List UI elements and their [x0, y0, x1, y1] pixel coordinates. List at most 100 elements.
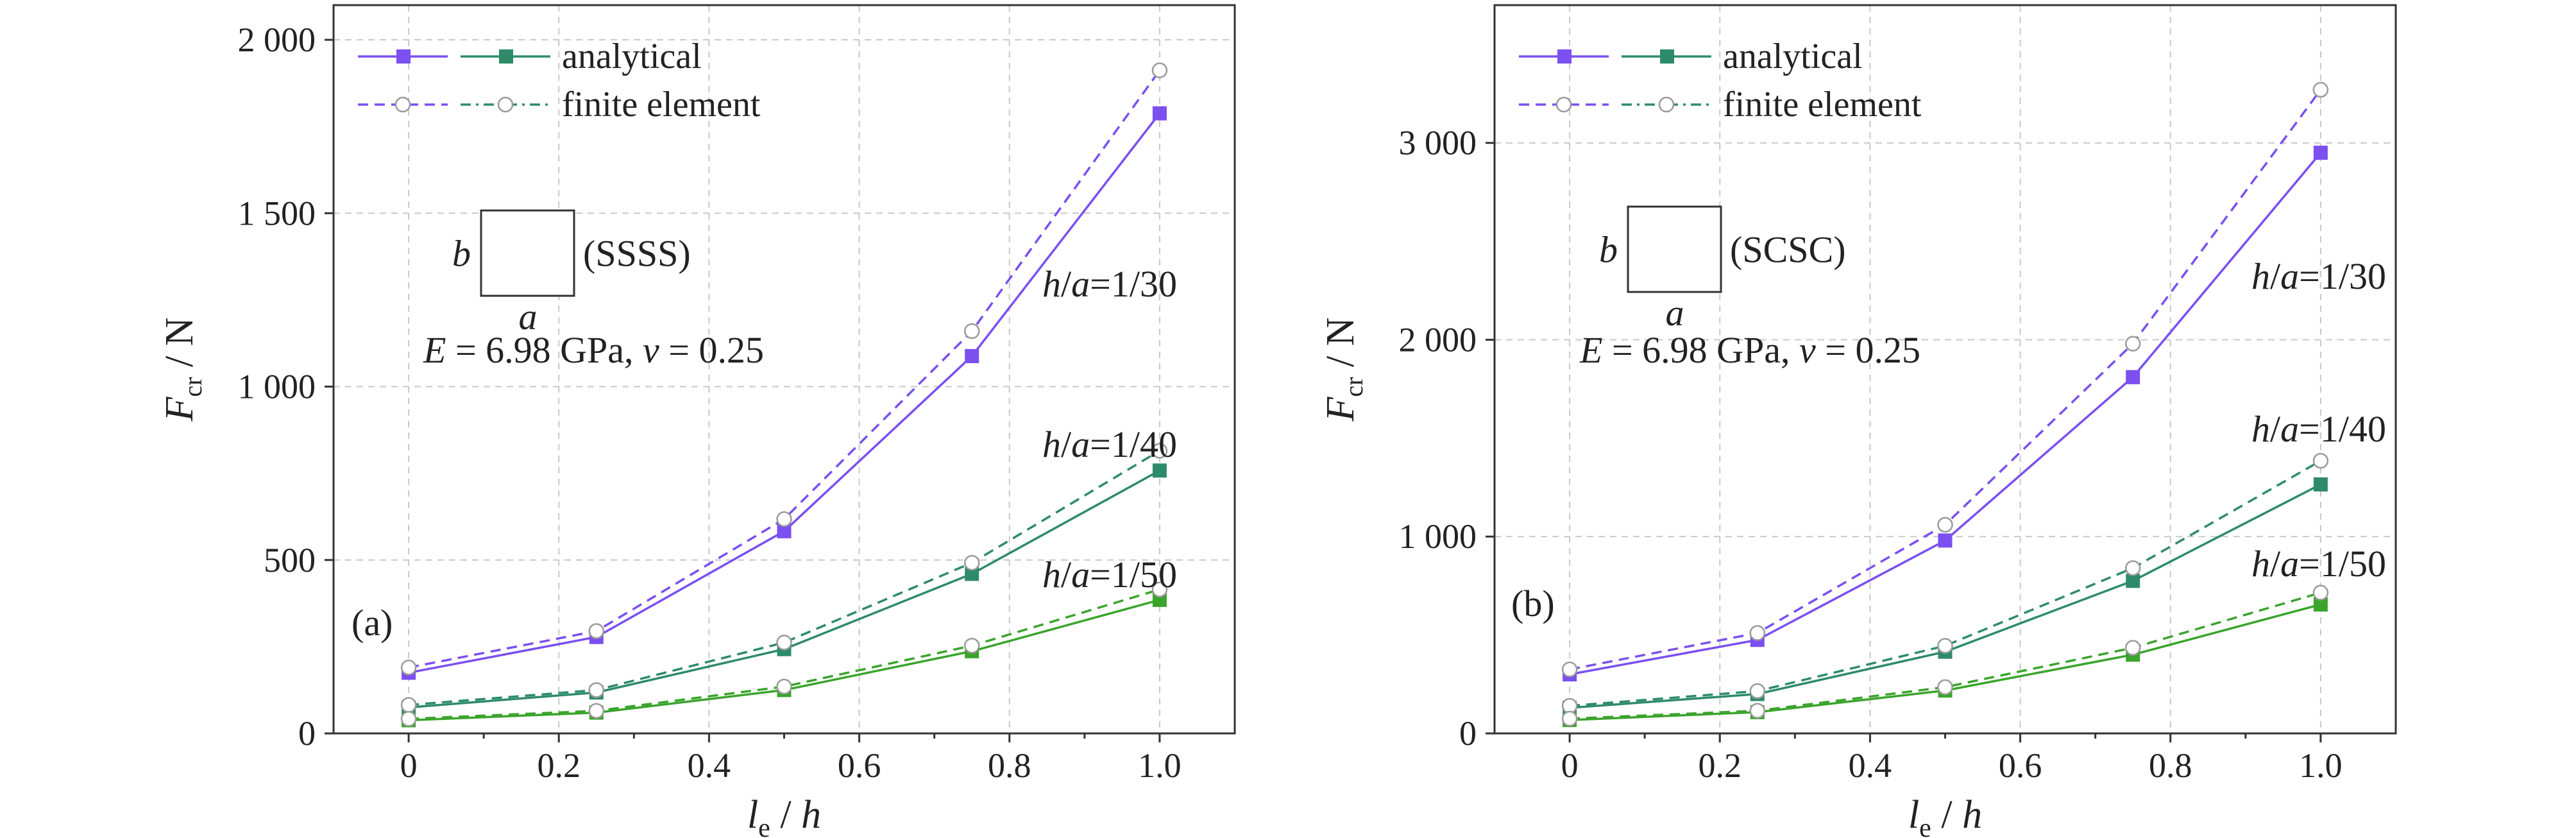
data-point-fe — [400, 697, 417, 713]
x-tick-label: 0.4 — [688, 746, 731, 785]
series-line-150-analytical — [409, 599, 1160, 722]
data-point-analytical — [2313, 477, 2328, 492]
data-point-fe — [2312, 81, 2329, 98]
data-point-fe — [588, 703, 605, 719]
data-point-fe — [1151, 581, 1168, 597]
plate-side-b-label: b — [1599, 229, 1618, 271]
x-tick-label: 0.2 — [1699, 746, 1742, 785]
x-tick-label: 0.8 — [2149, 746, 2192, 785]
curve-label-30: h/a=1/30 — [2251, 255, 2386, 297]
data-point-fe — [963, 638, 980, 654]
series-line-150-analytical — [1570, 603, 2321, 721]
data-point-fe — [963, 323, 980, 339]
legend-label-finite-element: finite element — [562, 85, 761, 124]
y-tick-label: 0 — [298, 714, 316, 753]
series-line-130-fe — [1569, 89, 2322, 671]
data-point-fe — [2312, 452, 2329, 469]
legend-marker-fe-2 — [1658, 96, 1675, 113]
data-point-fe — [1937, 638, 1953, 654]
x-tick-label: 0.2 — [538, 746, 581, 785]
y-tick-label: 500 — [264, 541, 316, 579]
y-tick-label: 3 000 — [1399, 124, 1477, 162]
data-point-fe — [2124, 336, 2141, 352]
y-axis-label: Fcr / N — [1319, 318, 1368, 422]
series-line-140-fe — [408, 450, 1160, 706]
data-point-fe — [776, 678, 792, 695]
curve-label-50: h/a=1/50 — [1042, 554, 1177, 595]
data-point-analytical — [1938, 533, 1953, 548]
x-tick-label: 0.6 — [838, 746, 881, 785]
curve-label-40: h/a=1/40 — [1042, 423, 1177, 465]
y-tick-label: 2 000 — [238, 21, 316, 59]
legend-label-finite-element: finite element — [1723, 85, 1922, 124]
boundary-condition-label: (SCSC) — [1730, 229, 1846, 271]
y-tick-label: 0 — [1459, 714, 1477, 753]
legend-label-analytical: analytical — [562, 37, 702, 76]
x-axis-label: le / h — [747, 793, 821, 838]
y-tick-label: 1 000 — [1399, 517, 1477, 556]
plate-side-a-label: a — [1666, 292, 1684, 334]
chart-panel-a: 0 0.2 0.4 0.6 0.8 1.0 0 500 1 000 1 500 2 000 le / … — [158, 4, 1236, 838]
curve-label-50: h/a=1/50 — [2251, 543, 2386, 585]
legend-marker-fe-2 — [497, 96, 514, 113]
data-point-analytical — [1152, 463, 1167, 478]
data-point-fe — [1749, 703, 1766, 719]
data-point-analytical — [2313, 597, 2328, 612]
data-point-fe — [1937, 517, 1953, 533]
x-axis-label: le / h — [1908, 793, 1982, 838]
legend-marker-analytical-2 — [499, 49, 513, 64]
data-point-fe — [1749, 683, 1766, 699]
panel-label: (b) — [1511, 583, 1555, 624]
data-point-fe — [1561, 662, 1578, 678]
plate-side-a-label: a — [519, 296, 538, 338]
data-point-fe — [776, 511, 792, 527]
series-line-140-fe — [1569, 459, 2321, 707]
x-tick-label: 1.0 — [2299, 746, 2343, 785]
x-tick-label: 0 — [1561, 746, 1579, 785]
data-point-analytical — [1152, 106, 1167, 121]
x-tick-label: 0.8 — [988, 746, 1031, 785]
legend-marker-fe-1 — [394, 96, 411, 113]
data-point-fe — [1937, 679, 1953, 696]
legend-marker-analytical-1 — [1557, 49, 1572, 64]
plate-diagram — [480, 209, 575, 297]
curve-label-40: h/a=1/40 — [2251, 408, 2386, 450]
data-point-analytical — [965, 348, 979, 363]
series-line-150-fe — [409, 588, 1160, 721]
data-point-fe — [1749, 625, 1766, 641]
panel-label: (a) — [352, 602, 393, 644]
data-point-fe — [400, 660, 417, 676]
data-point-fe — [2124, 560, 2141, 576]
data-point-fe — [2124, 640, 2141, 656]
y-axis-label-group: Fcr / N — [1319, 318, 1368, 422]
material-properties-label: E = 6.98 GPa, ν = 0.25 — [423, 329, 764, 371]
x-tick-label: 1.0 — [1138, 746, 1182, 785]
data-point-fe — [1561, 710, 1578, 727]
y-tick-label: 1 000 — [238, 368, 316, 406]
chart-panel-b: 0 0.2 0.4 0.6 0.8 1.0 0 1 000 2 000 3 000 le / h Fc… — [1319, 4, 2397, 838]
y-tick-label: 2 000 — [1399, 320, 1477, 359]
data-point-fe — [2312, 585, 2329, 601]
data-point-analytical — [2126, 370, 2140, 384]
data-point-fe — [588, 682, 605, 698]
data-point-analytical — [2126, 574, 2140, 588]
legend-marker-fe-1 — [1555, 96, 1572, 113]
plate-side-b-label: b — [452, 233, 471, 275]
data-point-fe — [1151, 443, 1168, 459]
curve-label-30: h/a=1/30 — [1042, 263, 1177, 305]
material-properties-label: E = 6.98 GPa, ν = 0.25 — [1579, 329, 1920, 371]
y-axis-label-group: Fcr / N — [158, 318, 207, 422]
y-tick-label: 1 500 — [238, 194, 316, 232]
data-point-fe — [963, 554, 980, 571]
data-point-fe — [1151, 62, 1168, 78]
y-axis-label: Fcr / N — [158, 318, 207, 422]
data-point-fe — [588, 623, 605, 639]
data-point-fe — [776, 635, 792, 651]
x-tick-label: 0.6 — [1999, 746, 2042, 785]
plate-diagram — [1627, 205, 1722, 293]
data-point-analytical — [965, 567, 979, 581]
data-point-analytical — [777, 524, 792, 538]
legend-label-analytical: analytical — [1723, 37, 1863, 76]
